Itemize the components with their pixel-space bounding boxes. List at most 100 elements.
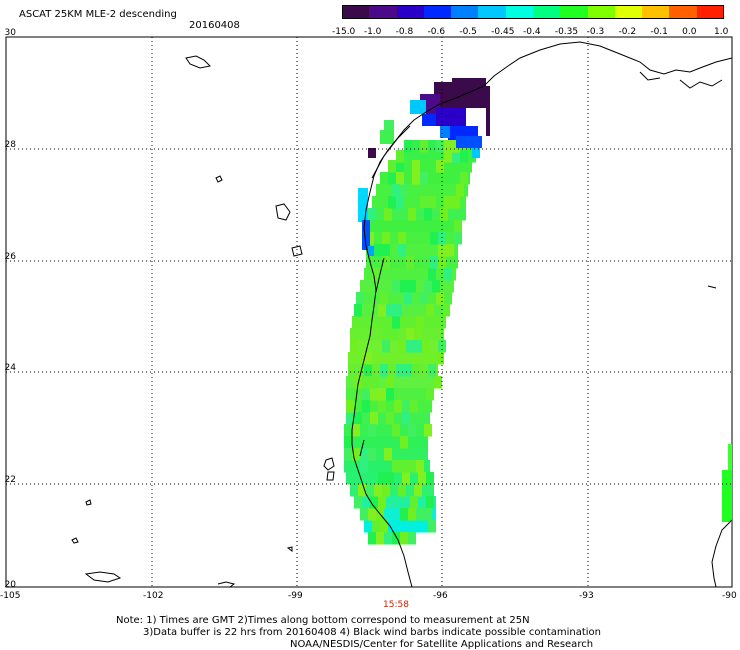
swath-cell [380, 292, 388, 305]
swath-cell [410, 496, 418, 509]
swath-cell [360, 460, 368, 473]
swath-cell [396, 196, 404, 209]
swath-cell [384, 120, 394, 130]
swath-cell [412, 364, 420, 377]
swath-cell [382, 328, 390, 341]
swath-cell [386, 388, 394, 401]
swath-cell [416, 460, 424, 473]
swath-cell [362, 376, 370, 389]
swath-cell [378, 496, 386, 509]
swath-cell [440, 208, 448, 221]
swath-cell [402, 412, 410, 425]
swath-cell [402, 472, 410, 485]
swath-cell [396, 364, 404, 377]
swath-cell [424, 424, 432, 437]
swath-cell [384, 208, 392, 221]
swath-cell [374, 244, 382, 257]
swath-cell [370, 388, 378, 401]
swath-cell [354, 304, 362, 317]
swath-cell [360, 508, 368, 521]
swath-cell [428, 196, 436, 209]
swath-cell [412, 160, 420, 173]
swath-cell [406, 328, 414, 341]
swath-cell [422, 114, 436, 126]
lon-label-90: -90 [722, 591, 737, 601]
note-line-1: Note: 1) Times are GMT 2)Times along bot… [116, 615, 530, 626]
swath-cell [410, 400, 418, 413]
wind-swath [344, 78, 732, 545]
swath-cell [414, 484, 422, 497]
swath-cell [350, 340, 358, 353]
swath-cell [414, 340, 422, 353]
note-line-3: NOAA/NESDIS/Center for Satellite Applica… [290, 639, 593, 650]
swath-cell [446, 244, 454, 257]
lat-label-28: 28 [0, 140, 16, 150]
swath-cell [394, 400, 402, 413]
swath-cell [444, 150, 452, 163]
lon-label-105: -105 [0, 591, 20, 601]
swath-cell [418, 472, 426, 485]
swath-cell [430, 256, 438, 269]
swath-cell [454, 220, 462, 233]
swath-cell [408, 532, 416, 545]
lon-label-102: -102 [143, 591, 163, 601]
swath-cell [396, 150, 404, 163]
swath-cell [364, 364, 372, 377]
swath-cell [428, 520, 436, 533]
swath-cell [366, 484, 374, 497]
swath-cell [406, 340, 414, 353]
swath-cell [400, 280, 408, 293]
swath-cell [380, 130, 394, 144]
swath-cell [354, 412, 362, 425]
swath-cell [386, 376, 394, 389]
swath-cell [378, 388, 386, 401]
swath-cell [346, 400, 432, 413]
swath-cell [378, 304, 386, 317]
swath-cell [456, 136, 482, 148]
swath-cell [382, 244, 390, 257]
swath-cell [368, 208, 376, 221]
swath-cell [368, 208, 466, 221]
swath-cell [358, 188, 368, 222]
swath-cell [412, 172, 420, 185]
swath-cell [456, 184, 464, 197]
swath-cell [392, 184, 400, 197]
swath-cell [398, 484, 406, 497]
swath-cell [432, 280, 440, 293]
swath-cell [426, 388, 434, 401]
swath-cell [416, 316, 424, 329]
swath-cell [436, 108, 466, 126]
swath-cell [452, 196, 460, 209]
swath-cell [368, 532, 376, 545]
swath-cell [434, 376, 442, 389]
swath-cell [444, 196, 452, 209]
swath-cell [400, 436, 408, 449]
swath-cell [424, 508, 432, 521]
swath-cell [436, 160, 444, 173]
swath-cell [368, 448, 376, 461]
swath-cell [392, 460, 400, 473]
swath-cell [398, 340, 406, 353]
swath-cell [352, 424, 360, 437]
swath-cell [728, 444, 732, 470]
swath-cell [368, 246, 374, 256]
swath-cell [400, 532, 408, 545]
swath-cell [376, 532, 384, 545]
swath-cell [424, 208, 432, 221]
swath-cell [388, 160, 396, 173]
swath-cell [382, 340, 390, 353]
swath-cell [344, 448, 352, 461]
swath-cell [442, 304, 450, 317]
swath-cell [436, 352, 444, 365]
time-label: 15:58 [383, 600, 409, 610]
swath-cell [356, 292, 364, 305]
swath-cell [428, 364, 436, 377]
swath-cell [404, 140, 412, 153]
swath-cell [398, 244, 406, 257]
swath-cell [420, 140, 428, 153]
swath-cell [400, 460, 408, 473]
swath-cell [378, 400, 386, 413]
swath-cell [426, 304, 434, 317]
swath-cell [394, 304, 402, 317]
